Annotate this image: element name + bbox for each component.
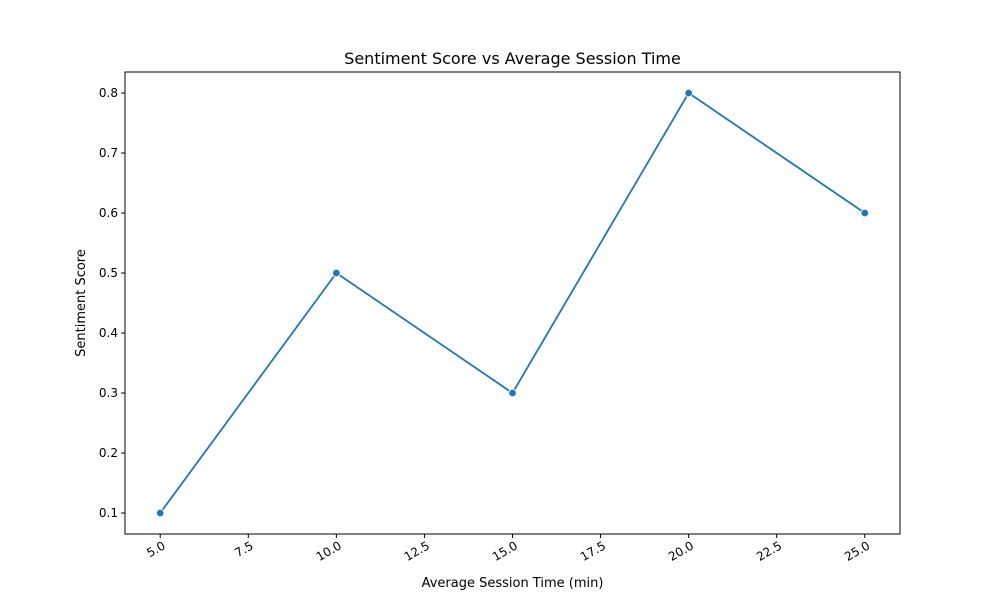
- data-point: [860, 208, 869, 218]
- y-tick-label: 0.7: [99, 146, 118, 160]
- data-series: [156, 88, 869, 518]
- plot-area-frame: [124, 71, 901, 535]
- y-tick-label: 0.1: [99, 506, 118, 520]
- x-axis-label: Average Session Time (min): [422, 576, 604, 591]
- y-tick-label: 0.5: [99, 266, 118, 280]
- y-tick-label: 0.2: [99, 446, 118, 460]
- y-tick-label: 0.8: [99, 86, 118, 100]
- data-point: [332, 268, 341, 278]
- y-axis-label: Sentiment Score: [74, 249, 89, 357]
- y-tick-label: 0.6: [99, 206, 118, 220]
- data-point: [684, 88, 693, 98]
- data-point: [508, 388, 517, 398]
- y-tick-label: 0.3: [99, 386, 118, 400]
- y-tick-label: 0.4: [99, 326, 118, 340]
- data-point: [156, 508, 165, 518]
- y-axis-ticks: 0.1 0.2 0.3 0.4 0.5 0.6 0.7 0.8: [99, 86, 125, 520]
- chart-title: Sentiment Score vs Average Session Time: [344, 49, 681, 68]
